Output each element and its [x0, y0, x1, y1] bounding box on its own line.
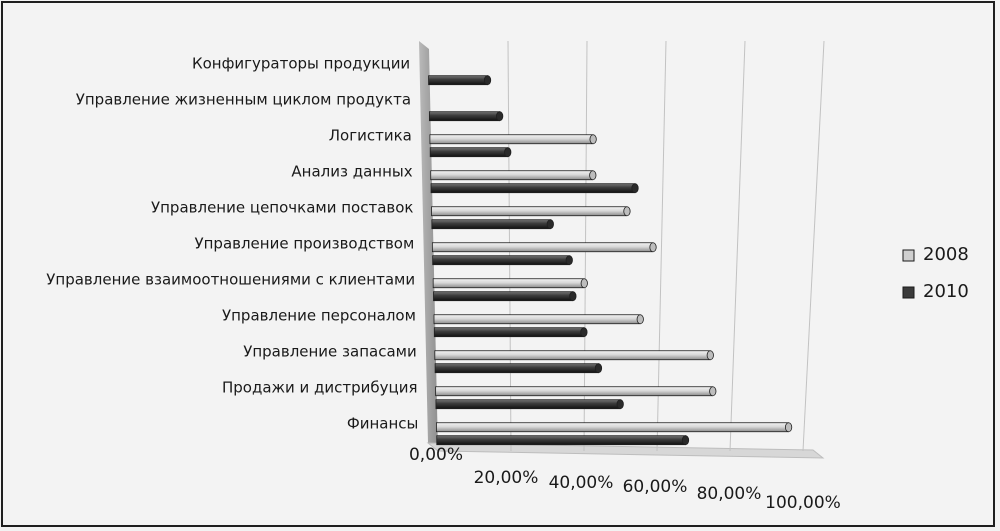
bar-2010: [429, 147, 512, 158]
bar-2010: [436, 435, 690, 446]
bar-2008: [431, 206, 631, 217]
bar-2008: [434, 350, 714, 361]
category-label: Управление персоналом: [222, 307, 416, 325]
bar-2008: [429, 134, 597, 145]
gridline: [802, 40, 825, 452]
bar-2010: [435, 399, 624, 410]
category-label: Управление жизненным циклом продукта: [76, 91, 411, 109]
x-tick-label: 100,00%: [765, 493, 841, 513]
bar-2008: [433, 314, 644, 325]
category-label: Управление производством: [194, 235, 414, 253]
bar-2010: [430, 183, 639, 194]
category-label: Управление запасами: [243, 343, 417, 361]
category-label: Логистика: [329, 127, 412, 145]
category-label: Анализ данных: [291, 163, 412, 181]
legend-item-2010: 2010: [902, 281, 969, 302]
bar-2008: [430, 170, 597, 181]
legend-label: 2008: [923, 244, 969, 265]
gridline: [729, 40, 746, 452]
category-label: Управление цепочками поставок: [151, 199, 413, 217]
legend-item-2008: 2008: [902, 244, 969, 265]
gridline: [656, 40, 667, 452]
bar-2010: [433, 327, 588, 338]
x-tick-label: 80,00%: [697, 484, 762, 504]
axis-wall: [419, 41, 438, 451]
bar-2008: [432, 278, 588, 289]
bar-2010: [431, 219, 554, 230]
legend-swatch: [902, 249, 915, 262]
category-label: Управление взаимоотношениями с клиентами: [46, 271, 415, 289]
bar-2010: [433, 291, 577, 302]
legend-swatch: [902, 286, 915, 299]
bar-2008: [435, 386, 717, 397]
bar-2008: [431, 242, 657, 253]
category-label: Продажи и дистрибуция: [222, 379, 418, 397]
legend: 2008 2010: [902, 244, 969, 302]
bar-2010: [428, 75, 492, 86]
bar-2010: [428, 111, 504, 122]
x-tick-label: 20,00%: [474, 468, 539, 488]
legend-label: 2010: [923, 281, 969, 302]
bar-chart: Финансы Продажи и дистрибуция Управление з…: [46, 40, 969, 513]
x-tick-label: 40,00%: [549, 473, 614, 493]
bar-2008: [436, 422, 793, 433]
chart-floor: [426, 442, 825, 459]
bar-2010: [434, 363, 603, 374]
category-label: Финансы: [347, 415, 419, 433]
category-label: Конфигураторы продукции: [192, 55, 410, 73]
x-tick-label: 0,00%: [409, 445, 463, 465]
bar-2010: [432, 255, 573, 266]
x-tick-label: 60,00%: [623, 477, 688, 497]
